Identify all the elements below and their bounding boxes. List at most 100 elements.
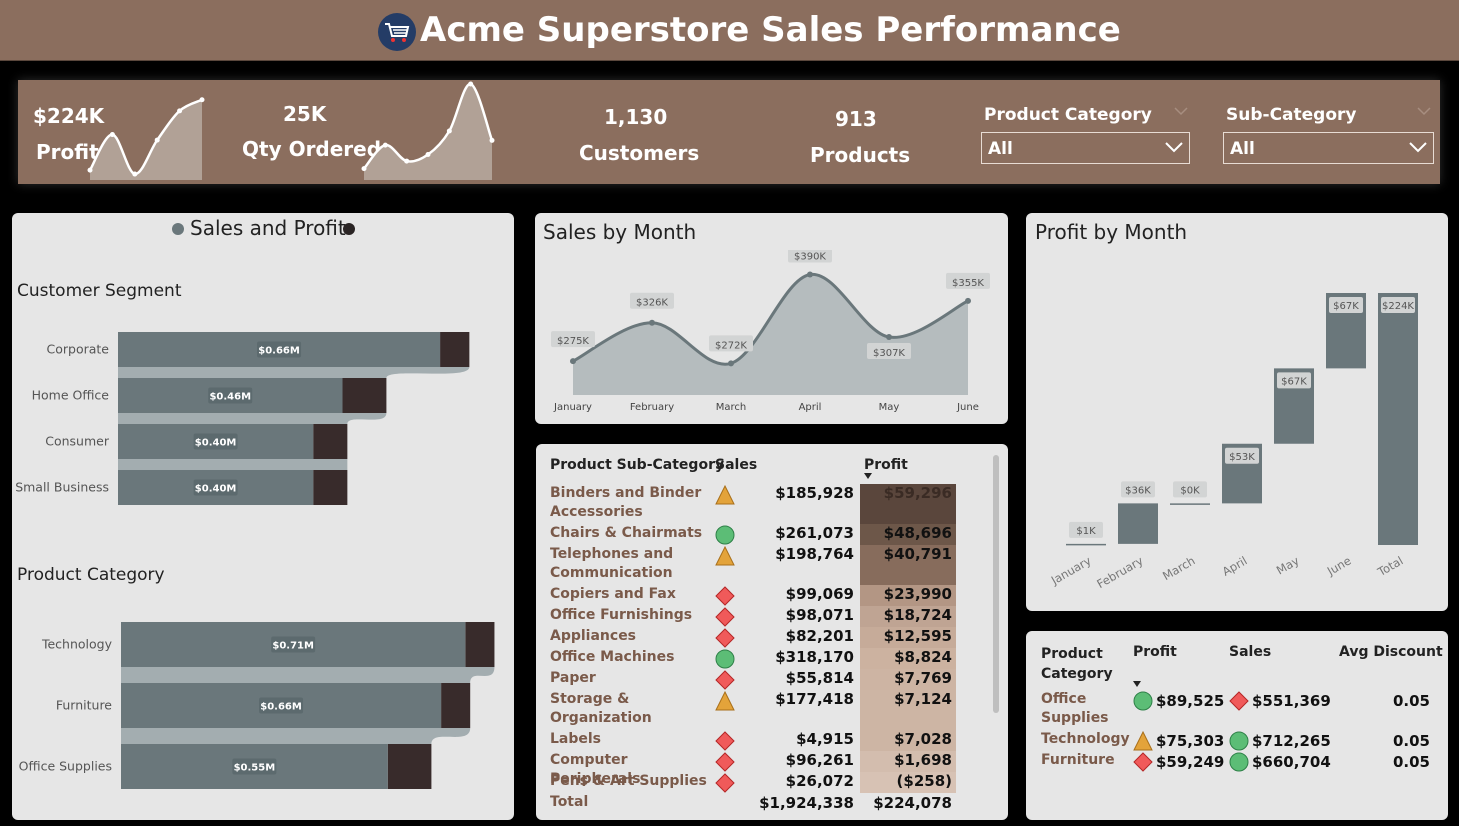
profit-sparkline-dots: [87, 97, 205, 177]
chevron-down-icon[interactable]: [1174, 106, 1188, 116]
data-label-bg: [1121, 481, 1155, 498]
category-label: Small Business: [15, 480, 109, 495]
profit-value: $7,124: [894, 690, 952, 708]
profit-by-month-title: Profit by Month: [1035, 220, 1188, 244]
data-label-bg: [208, 387, 253, 404]
subcategory-name: Paper: [550, 670, 596, 686]
col-header-avg-discount[interactable]: Avg Discount: [1339, 644, 1443, 660]
data-label: $326K: [636, 298, 668, 309]
qty-sparkline-dots: [361, 81, 495, 172]
profit-cell-bg: [860, 690, 956, 730]
profit-bar: [313, 470, 348, 505]
category-table-panel: [1026, 631, 1448, 820]
waterfall-bar: [1170, 503, 1210, 505]
category-profit: $75,303: [1156, 732, 1225, 750]
subcategory-name: Labels: [550, 731, 602, 747]
sales-point: [570, 358, 576, 365]
subcategory-slicer-label: Sub-Category: [1226, 105, 1357, 125]
data-label: $1K: [1076, 526, 1096, 537]
data-label-bg: [1381, 297, 1415, 313]
subcategory-slicer-dropdown[interactable]: All: [1223, 132, 1434, 164]
data-label: $0.46M: [209, 392, 251, 403]
total-profit: $224,078: [873, 794, 952, 812]
profit-sparkline-point: [132, 171, 138, 177]
shopping-cart-icon: [378, 13, 416, 51]
red-diamond-icon: [715, 773, 735, 793]
green-circle-icon: [715, 525, 735, 545]
x-tick-label: May: [879, 402, 900, 413]
warning-triangle-icon: [1133, 731, 1153, 751]
subcategory-name: Storage & Organization: [550, 691, 652, 726]
x-tick-label: April: [799, 402, 822, 413]
profit-cell-bg: [860, 751, 956, 772]
category-avg-discount: 0.05: [1392, 692, 1430, 710]
col-header-cat-sales[interactable]: Sales: [1229, 644, 1272, 660]
data-label: $36K: [1125, 485, 1151, 496]
subcategory-name: Pens & Art Supplies: [550, 773, 707, 789]
data-label-bg: [867, 343, 911, 360]
green-circle-icon: [1229, 731, 1249, 751]
sales-value: $261,073: [775, 524, 854, 542]
profit-sparkline-point: [109, 132, 115, 138]
profit-bar: [313, 424, 348, 459]
sales-value: $96,261: [785, 751, 854, 769]
category-label: Home Office: [32, 388, 110, 403]
data-label: $53K: [1229, 452, 1255, 463]
col-header-category[interactable]: Product Category: [1041, 646, 1113, 682]
category-label: Consumer: [45, 434, 110, 449]
category-slicer-dropdown[interactable]: All: [981, 132, 1190, 164]
legend-sales-dot-icon: [172, 223, 184, 235]
data-label-bg: [1329, 297, 1363, 313]
legend-profit-dot-icon: [343, 223, 355, 235]
data-label: $272K: [715, 340, 747, 351]
customer-segment-chart: Corporate $0.66M Home Office $0.46M Consumer…: [15, 332, 470, 505]
profit-cell-bg: [860, 545, 956, 585]
data-label: $0.55M: [234, 763, 276, 774]
profit-bar: [387, 744, 432, 789]
col-header-cat-profit[interactable]: Profit: [1133, 644, 1177, 660]
green-circle-icon: [1133, 691, 1153, 711]
data-label-bg: [1069, 521, 1103, 538]
red-diamond-icon: [1133, 752, 1153, 772]
category-name: Technology: [1041, 731, 1130, 747]
sales-value: $98,071: [785, 606, 854, 624]
qty-sparkline: [361, 81, 495, 180]
x-tick-label: March: [716, 402, 746, 413]
profit-cell-bg: [860, 484, 956, 524]
sales-value: $55,814: [785, 669, 854, 687]
waterfall-bar: [1066, 543, 1106, 546]
profit-bar: [342, 378, 387, 413]
data-label: $0K: [1180, 485, 1200, 496]
sales-by-month-chart: $275K January $326K February $272K March $390K…: [551, 250, 990, 413]
subcategory-name: Office Furnishings: [550, 607, 693, 623]
profit-cell-bg: [860, 606, 956, 627]
col-header-sales[interactable]: Sales: [715, 457, 758, 473]
data-label-bg: [193, 433, 238, 450]
chevron-down-icon: [1409, 142, 1427, 153]
data-label-bg: [551, 331, 595, 348]
profit-bar: [465, 622, 495, 667]
profit-cell-bg: [860, 648, 956, 669]
x-tick-label: April: [1220, 553, 1250, 578]
sales-by-month-title: Sales by Month: [543, 220, 697, 244]
table-scrollbar[interactable]: [993, 455, 999, 713]
col-header-profit[interactable]: Profit: [864, 457, 908, 473]
red-diamond-icon: [715, 586, 735, 606]
subcategory-name: Chairs & Chairmats: [550, 525, 703, 541]
funnel-connector: [118, 413, 387, 424]
sort-desc-icon: [864, 473, 872, 479]
red-diamond-icon: [1229, 691, 1249, 711]
profit-bar: [440, 332, 470, 367]
chevron-down-icon[interactable]: [1417, 106, 1431, 116]
x-tick-label: January: [1048, 553, 1094, 588]
profit-sparkline-area: [90, 99, 202, 180]
red-diamond-icon: [715, 752, 735, 772]
qty-sparkline-point: [404, 158, 410, 164]
sales-value: $318,170: [775, 648, 854, 666]
category-sales: $660,704: [1252, 753, 1331, 771]
subcategory-name: Computer Peripherals: [550, 752, 641, 787]
col-header-subcategory[interactable]: Product Sub-Category: [550, 457, 725, 473]
sales-value: $99,069: [785, 585, 854, 603]
green-circle-icon: [715, 649, 735, 669]
kpi-products-value: 913: [835, 107, 877, 131]
